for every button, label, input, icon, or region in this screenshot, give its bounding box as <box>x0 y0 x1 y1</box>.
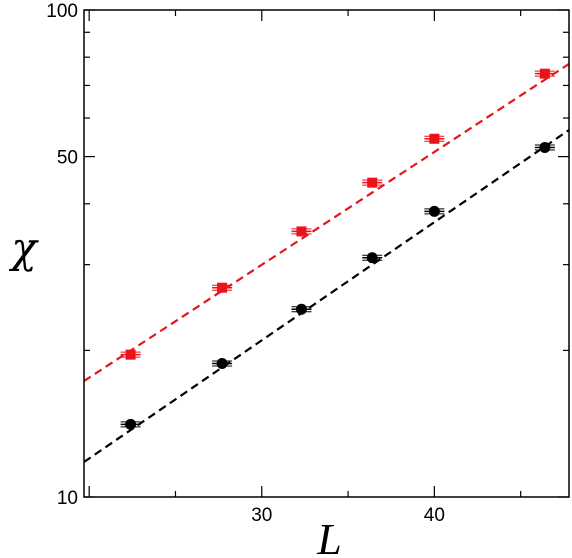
circle-marker <box>366 252 378 264</box>
square-marker <box>367 177 378 188</box>
y-tick-label: 10 <box>57 488 78 509</box>
x-axis-label: L <box>316 515 341 558</box>
y-axis-label: χ <box>8 223 39 272</box>
fit-line <box>83 62 570 382</box>
tick-labels: 30 40 10 50 100 <box>46 1 445 526</box>
y-tick-label: 50 <box>57 148 78 169</box>
x-tick-label: 30 <box>251 505 272 526</box>
fit-lines <box>83 62 570 463</box>
data-points <box>120 68 555 430</box>
square-marker <box>296 226 307 237</box>
square-marker <box>217 282 228 293</box>
data-point <box>291 303 312 315</box>
data-point <box>120 418 141 430</box>
circle-marker <box>295 303 307 315</box>
data-point <box>534 68 555 79</box>
plot-frame <box>83 9 570 498</box>
data-point <box>534 141 555 153</box>
data-point <box>424 133 445 144</box>
y-tick-label: 100 <box>46 1 78 22</box>
square-marker <box>539 68 550 79</box>
square-marker <box>125 349 136 360</box>
data-point <box>362 252 383 264</box>
circle-marker <box>539 141 551 153</box>
data-point <box>212 282 233 293</box>
fit-line <box>83 129 570 463</box>
data-point <box>212 357 233 369</box>
data-point <box>120 349 141 360</box>
axis-ticks <box>84 9 569 498</box>
circle-marker <box>125 418 137 430</box>
circle-marker <box>428 205 440 217</box>
data-point <box>362 177 383 188</box>
circle-marker <box>216 357 228 369</box>
x-tick-label: 40 <box>424 505 445 526</box>
data-point <box>291 226 312 237</box>
data-point <box>424 205 445 217</box>
square-marker <box>429 133 440 144</box>
